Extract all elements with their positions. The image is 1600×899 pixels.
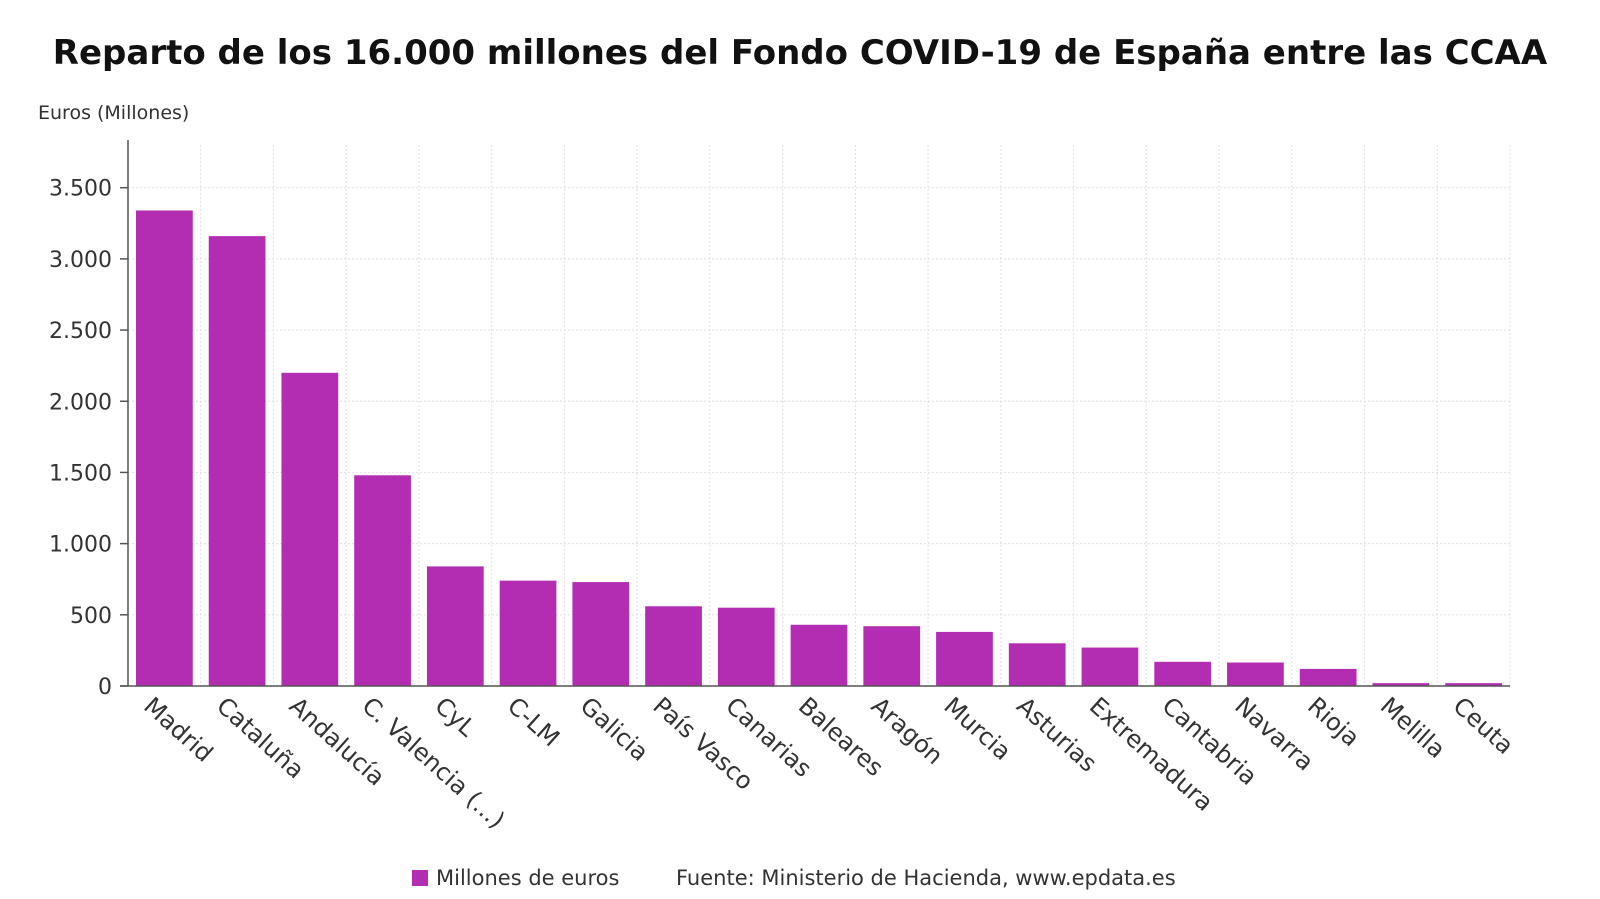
axes xyxy=(120,140,1510,687)
bar-7 xyxy=(645,606,702,686)
y-tick-label: 1.000 xyxy=(49,533,112,558)
x-tick-label: Melilla xyxy=(1375,692,1451,764)
y-axis-label: Euros (Millones) xyxy=(38,102,189,124)
y-tick-label: 2.500 xyxy=(49,319,112,344)
y-tick-labels: 0 500 1.000 1.500 2.000 2.500 3.000 3.500 xyxy=(49,177,112,700)
bar-5 xyxy=(499,580,557,686)
legend-swatch xyxy=(412,870,428,886)
y-tick-label: 500 xyxy=(70,604,112,629)
chart-title: Reparto de los 16.000 millones del Fondo… xyxy=(53,33,1548,73)
bar-2 xyxy=(281,372,339,686)
bar-8 xyxy=(717,607,775,686)
bar-11 xyxy=(936,631,993,686)
x-tick-label: Asturias xyxy=(1011,692,1102,778)
bar-12 xyxy=(1008,643,1066,686)
bar-13 xyxy=(1081,647,1139,686)
y-tick-label: 3.000 xyxy=(49,248,112,273)
x-tick-label: Madrid xyxy=(138,692,218,768)
x-tick-label: Murcia xyxy=(938,692,1016,766)
x-tick-label: Rioja xyxy=(1302,692,1365,753)
x-tick-label: Ceuta xyxy=(1448,692,1519,760)
bar-0 xyxy=(136,210,193,686)
y-tick-label: 1.500 xyxy=(49,461,112,486)
y-tick-label: 2.000 xyxy=(49,390,112,415)
y-tick-label: 0 xyxy=(98,675,112,700)
x-tick-label: C-LM xyxy=(502,692,565,753)
bar-17 xyxy=(1372,683,1430,686)
bar-10 xyxy=(863,626,921,686)
bars xyxy=(136,210,1502,686)
bar-15 xyxy=(1227,662,1284,686)
bar-16 xyxy=(1299,668,1357,686)
legend-label: Millones de euros xyxy=(436,866,619,890)
x-tick-label: Galicia xyxy=(575,692,654,767)
bar-4 xyxy=(426,566,484,686)
bar-1 xyxy=(208,236,266,686)
x-tick-label: Extremadura xyxy=(1084,692,1219,817)
bar-14 xyxy=(1154,661,1212,686)
y-tick-label: 3.500 xyxy=(49,177,112,202)
bar-6 xyxy=(572,582,630,686)
legend: Millones de euros xyxy=(412,866,619,890)
x-tick-label: CyL xyxy=(429,692,481,743)
bar-3 xyxy=(354,475,411,686)
source-note: Fuente: Ministerio de Hacienda, www.epda… xyxy=(676,866,1176,890)
bar-9 xyxy=(790,624,848,686)
bar-18 xyxy=(1445,683,1502,686)
